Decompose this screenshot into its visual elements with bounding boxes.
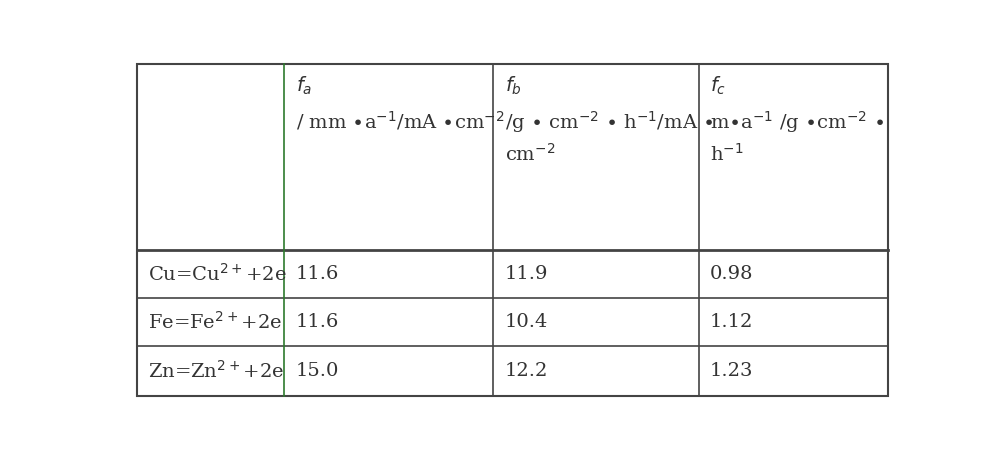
Text: $f_c$: $f_c$ (710, 75, 726, 98)
Text: Zn=Zn$^{2+}$+2e: Zn=Zn$^{2+}$+2e (148, 360, 284, 382)
Text: 12.2: 12.2 (505, 362, 548, 380)
Text: cm$^{-2}$: cm$^{-2}$ (505, 143, 555, 165)
Text: / mm $\bullet$a$^{-1}$/mA $\bullet$cm$^{-2}$: / mm $\bullet$a$^{-1}$/mA $\bullet$cm$^{… (296, 109, 504, 132)
Text: 11.6: 11.6 (296, 265, 339, 283)
Text: 10.4: 10.4 (505, 313, 548, 331)
Text: m$\bullet$a$^{-1}$ /g $\bullet$cm$^{-2}$ $\bullet$: m$\bullet$a$^{-1}$ /g $\bullet$cm$^{-2}$… (710, 109, 884, 135)
Text: /g $\bullet$ cm$^{-2}$ $\bullet$ h$^{-1}$/mA $\bullet$: /g $\bullet$ cm$^{-2}$ $\bullet$ h$^{-1}… (505, 109, 713, 135)
Text: 15.0: 15.0 (296, 362, 339, 380)
Text: 1.12: 1.12 (710, 313, 754, 331)
Text: h$^{-1}$: h$^{-1}$ (710, 143, 744, 165)
Text: Fe=Fe$^{2+}$+2e: Fe=Fe$^{2+}$+2e (148, 311, 282, 333)
Text: Cu=Cu$^{2+}$+2e: Cu=Cu$^{2+}$+2e (148, 263, 287, 285)
Text: 11.9: 11.9 (505, 265, 548, 283)
Text: $f_a$: $f_a$ (296, 75, 312, 98)
Text: 1.23: 1.23 (710, 362, 754, 380)
Text: 0.98: 0.98 (710, 265, 754, 283)
Text: $f_b$: $f_b$ (505, 75, 522, 98)
Text: 11.6: 11.6 (296, 313, 339, 331)
